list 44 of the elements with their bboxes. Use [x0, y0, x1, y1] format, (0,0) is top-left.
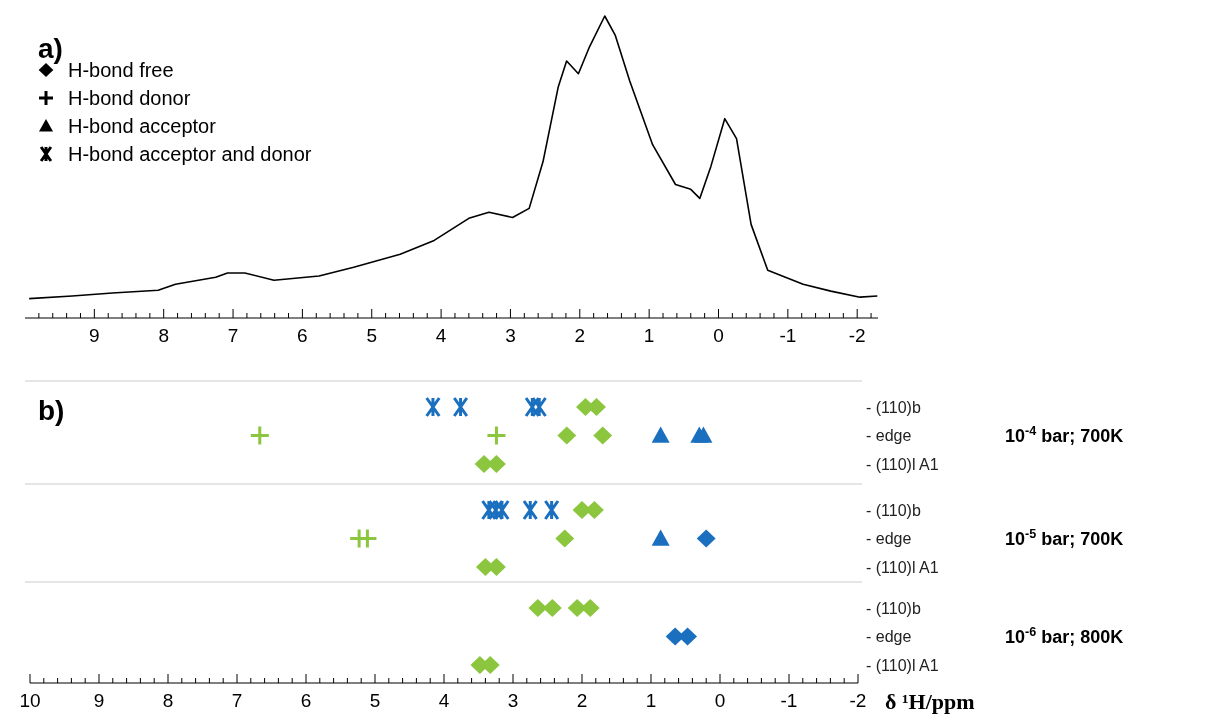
text: 10$^{-6}$ bar; 800K	[1005, 624, 1124, 647]
x-tick-label: 6	[300, 690, 312, 711]
x-tick-label: 10	[19, 690, 41, 711]
text: 10$^{-4}$ bar; 700K	[1005, 423, 1124, 446]
x-tick-label: 1	[645, 690, 657, 711]
x-tick-label: 5	[369, 690, 381, 711]
x-tick-label: 8	[158, 325, 169, 346]
y-tick-label: - edge	[866, 530, 912, 548]
x-tick-label: -2	[848, 325, 866, 346]
x-tick-label: 5	[366, 325, 378, 346]
x-tick-label: 0	[714, 690, 726, 711]
x-tick-label: 3	[507, 690, 519, 711]
x-tick-label: 2	[574, 325, 586, 346]
y-tick-label: - edge	[866, 628, 912, 646]
y-tick-label: - (110)l A1	[866, 558, 939, 576]
x-tick-label: 9	[93, 690, 105, 711]
annotation: H-bond free	[68, 59, 174, 81]
x-tick-label: -2	[849, 690, 867, 711]
y-tick-label: - (110)b	[866, 501, 921, 519]
text: a)	[38, 33, 63, 64]
y-tick-label: - (110)b	[866, 398, 921, 416]
y-tick-label: - edge	[866, 427, 912, 445]
x-tick-label: 6	[297, 325, 308, 346]
y-tick-label: - (110)l A1	[866, 656, 939, 674]
x-tick-label: 4	[435, 325, 447, 346]
x-tick-label: 3	[505, 325, 516, 346]
y-tick-label: - (110)b	[866, 599, 921, 617]
x-tick-label: -1	[780, 690, 798, 711]
x-tick-label: -1	[779, 325, 797, 346]
x-tick-label: 4	[438, 690, 450, 711]
x-tick-label: 9	[89, 325, 100, 346]
x-tick-label: 1	[643, 325, 655, 346]
x-tick-label: 8	[162, 690, 174, 711]
annotation: H-bond acceptor	[68, 115, 217, 137]
y-tick-label: - (110)l A1	[866, 455, 939, 473]
chart-title: b)	[38, 395, 65, 426]
x-tick-label: 7	[227, 325, 239, 346]
text: 10$^{-5}$ bar; 700K	[1005, 526, 1124, 549]
x-axis-title: δ ¹H/ppm	[885, 689, 975, 714]
annotation: H-bond acceptor and donor	[68, 143, 312, 165]
x-tick-label: 0	[713, 325, 724, 346]
x-tick-label: 7	[231, 690, 243, 711]
annotation: H-bond donor	[68, 87, 191, 109]
x-tick-label: 2	[576, 690, 588, 711]
